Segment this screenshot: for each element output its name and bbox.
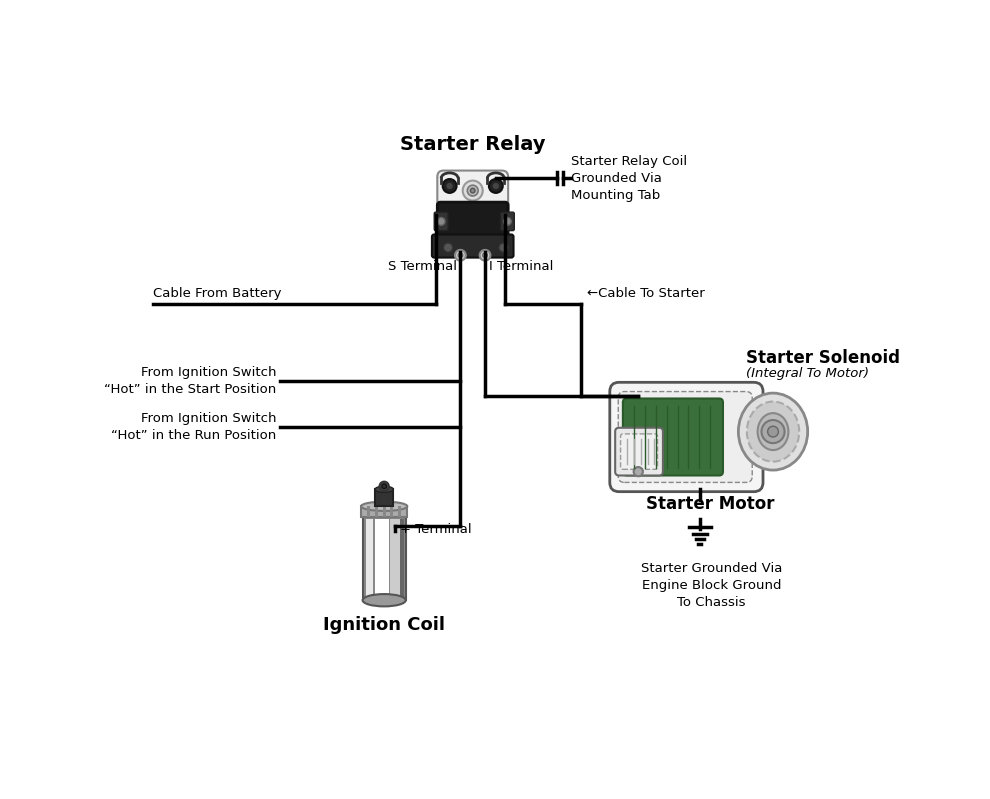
Bar (375, 489, 393, 507)
Bar (367, 507, 370, 517)
FancyBboxPatch shape (615, 427, 663, 475)
Text: Cable From Battery: Cable From Battery (153, 287, 282, 300)
Ellipse shape (757, 413, 788, 450)
Text: I Terminal: I Terminal (489, 260, 553, 273)
Ellipse shape (739, 393, 808, 470)
FancyBboxPatch shape (438, 202, 508, 243)
Circle shape (455, 250, 465, 260)
Circle shape (462, 181, 483, 201)
Ellipse shape (361, 502, 407, 511)
Text: Starter Relay Coil
Grounded Via
Mounting Tab: Starter Relay Coil Grounded Via Mounting… (571, 155, 687, 202)
Circle shape (382, 484, 386, 488)
FancyBboxPatch shape (432, 234, 514, 257)
Bar (375, 507, 378, 517)
FancyBboxPatch shape (621, 434, 657, 469)
Text: ←Cable To Starter: ←Cable To Starter (587, 287, 705, 300)
FancyBboxPatch shape (435, 213, 448, 231)
FancyBboxPatch shape (623, 399, 723, 475)
Text: Starter Motor: Starter Motor (645, 495, 774, 513)
Circle shape (379, 482, 389, 491)
FancyBboxPatch shape (438, 170, 508, 215)
Circle shape (761, 420, 784, 443)
Bar (382, 507, 386, 517)
Text: From Ignition Switch
“Hot” in the Start Position: From Ignition Switch “Hot” in the Start … (104, 366, 276, 396)
Circle shape (470, 189, 475, 193)
Ellipse shape (746, 402, 799, 462)
Text: Starter Grounded Via
Engine Block Ground
To Chassis: Starter Grounded Via Engine Block Ground… (641, 562, 782, 609)
Bar (400, 519, 404, 598)
Circle shape (467, 185, 478, 196)
Text: Starter Solenoid: Starter Solenoid (746, 348, 900, 367)
FancyBboxPatch shape (500, 213, 515, 231)
Bar (390, 519, 401, 598)
FancyBboxPatch shape (610, 382, 763, 491)
Circle shape (438, 217, 446, 225)
Circle shape (458, 253, 462, 257)
Text: From Ignition Switch
“Hot” in the Run Position: From Ignition Switch “Hot” in the Run Po… (111, 412, 276, 442)
Bar (375, 519, 389, 598)
Bar (362, 517, 406, 600)
Circle shape (492, 182, 500, 190)
Bar (398, 507, 401, 517)
Bar (365, 519, 373, 598)
Circle shape (444, 243, 452, 252)
Circle shape (489, 179, 503, 193)
Text: Starter Relay: Starter Relay (400, 134, 545, 153)
Circle shape (446, 182, 453, 190)
Circle shape (634, 467, 643, 476)
Circle shape (483, 253, 487, 257)
Circle shape (499, 243, 508, 252)
Text: + Terminal: + Terminal (400, 523, 471, 536)
Bar (361, 507, 407, 517)
FancyBboxPatch shape (618, 392, 752, 483)
Bar (390, 507, 393, 517)
Circle shape (479, 250, 490, 260)
Text: (Integral To Motor): (Integral To Motor) (746, 367, 869, 380)
Circle shape (443, 179, 456, 193)
Text: Ignition Coil: Ignition Coil (323, 616, 446, 634)
Circle shape (767, 426, 778, 437)
Ellipse shape (375, 487, 393, 492)
Text: S Terminal: S Terminal (387, 260, 456, 273)
Ellipse shape (362, 594, 406, 606)
Circle shape (504, 217, 511, 225)
